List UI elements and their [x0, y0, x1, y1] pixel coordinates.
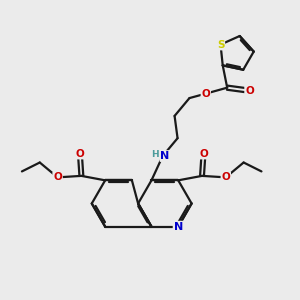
Text: O: O: [245, 86, 254, 96]
Text: O: O: [76, 148, 84, 159]
Text: O: O: [199, 148, 208, 159]
Text: H: H: [152, 150, 159, 159]
Text: N: N: [174, 222, 183, 232]
Text: S: S: [217, 40, 224, 50]
Text: N: N: [160, 151, 170, 161]
Text: O: O: [201, 88, 210, 99]
Text: O: O: [53, 172, 62, 182]
Text: O: O: [221, 172, 230, 182]
